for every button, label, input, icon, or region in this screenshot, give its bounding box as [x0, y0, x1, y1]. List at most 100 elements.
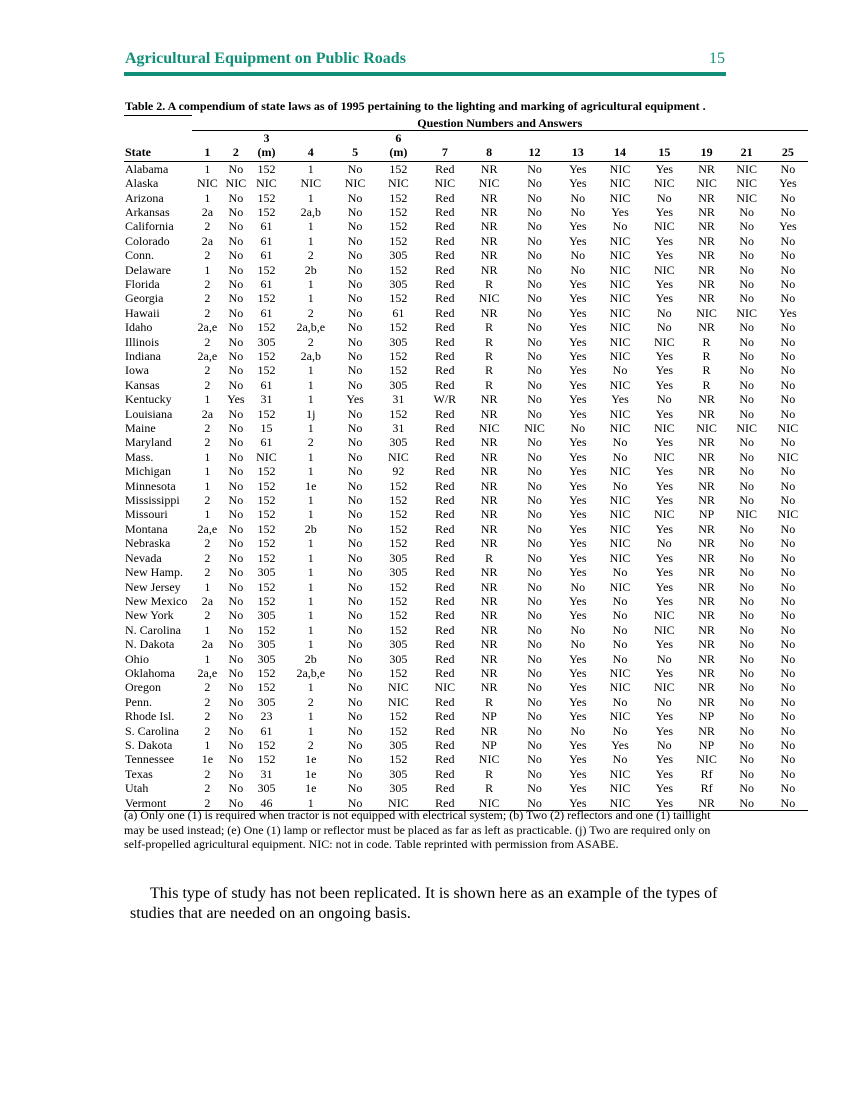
answer-cell: Red — [435, 262, 455, 277]
answer-cell: No — [527, 493, 542, 508]
answer-cell: No — [612, 723, 628, 738]
answer-cell: No — [527, 752, 542, 767]
answer-cell: No — [739, 349, 754, 363]
answer-cell: NIC — [777, 421, 799, 436]
answer-cell: No — [739, 377, 754, 392]
answer-cell: No — [527, 579, 542, 594]
answer-cell: No — [780, 478, 796, 493]
answer-cell: No — [780, 262, 796, 277]
answer-cell: No — [739, 320, 754, 335]
table-row: Utah 2 No 305 1e No 305 Red R No Yes NIC Yes Rf No No — [124, 781, 808, 795]
answer-cell: Red — [435, 305, 455, 320]
answer-cell: NR — [480, 536, 498, 551]
answer-cell: Yes — [569, 377, 587, 392]
answer-cell: No — [612, 219, 628, 234]
answer-cell: NIC — [609, 493, 631, 508]
answer-cell: 2 — [307, 248, 314, 263]
answer-cell: Yes — [655, 565, 674, 580]
answer-cell: No — [228, 363, 244, 378]
answer-cell: Red — [435, 320, 455, 335]
answer-cell: NIC — [609, 709, 631, 724]
answer-cell: No — [527, 723, 542, 738]
answer-cell: No — [780, 608, 796, 623]
state-name-cell: Delaware — [125, 262, 171, 277]
table-row: Illinois 2 No 305 2 No 305 Red R No Yes NIC NIC R No No — [124, 335, 808, 349]
answer-cell: No — [347, 363, 363, 378]
answer-cell: 1 — [204, 651, 211, 666]
answer-cell: No — [780, 737, 796, 752]
answer-cell: NIC — [478, 291, 500, 306]
answer-cell: Yes — [655, 665, 674, 680]
answer-cell: No — [780, 637, 796, 652]
answer-cell: NR — [480, 262, 498, 277]
answer-cell: No — [527, 363, 542, 378]
answer-cell: No — [228, 752, 244, 767]
answer-cell: NR — [698, 276, 715, 291]
table-row: Oklahoma 2a,e No 152 2a,b,e No 152 Red NR No Yes NI… — [124, 666, 808, 680]
answer-cell: No — [725, 795, 768, 811]
answer-cell: No — [228, 709, 244, 724]
table-row: N. Carolina 1 No 152 1 No 152 Red NR No No No NIC NR N… — [124, 623, 808, 637]
answer-cell: NIC — [696, 752, 717, 767]
answer-cell: 2a,b,e — [296, 665, 326, 680]
answer-cell: 152 — [389, 593, 408, 608]
answer-cell: 2a — [201, 204, 214, 219]
answer-cell: No — [347, 536, 363, 551]
answer-cell: NIC — [256, 176, 277, 191]
answer-cell: No — [780, 593, 796, 608]
answer-cell: Red — [435, 579, 455, 594]
answer-cell: No — [347, 435, 363, 450]
answer-cell: Yes — [569, 766, 587, 781]
answer-cell: No — [739, 262, 754, 277]
answer-cell: 305 — [257, 608, 276, 623]
answer-cell: NIC — [609, 550, 631, 565]
answer-cell: 2 — [204, 709, 211, 724]
answer-cell: 2 — [204, 694, 211, 709]
answer-cell: 1 — [204, 737, 211, 752]
answer-cell: Yes — [655, 204, 674, 219]
column-header-q7: 7 — [423, 130, 466, 162]
state-name-cell: Indiana — [125, 349, 161, 363]
answer-cell: Red — [435, 493, 455, 508]
table-row: Alaska NIC NIC NIC NIC NIC NIC NIC NIC No Yes NIC NI… — [124, 176, 808, 190]
answer-cell: Yes — [569, 680, 587, 695]
answer-cell: 2 — [204, 219, 211, 234]
state-name-cell: Kansas — [125, 377, 160, 392]
body-paragraph-text: This type of study has not been replicat… — [130, 885, 718, 922]
answer-cell: No — [780, 248, 796, 263]
state-name-cell: Ohio — [125, 651, 149, 666]
answer-cell: Yes — [611, 392, 629, 407]
answer-cell: No — [780, 694, 796, 709]
answer-cell: 2a — [201, 406, 214, 421]
table-row: Nevada 2 No 152 1 No 305 Red R No Yes NIC Yes NR No No — [124, 551, 808, 565]
answer-cell: 152 — [389, 363, 408, 378]
page-number: 15 — [709, 50, 725, 67]
answer-cell: No — [347, 723, 363, 738]
answer-cell: Red — [435, 665, 455, 680]
answer-cell: 152 — [257, 521, 276, 536]
answer-cell: No — [347, 737, 363, 752]
answer-cell: No — [228, 665, 244, 680]
answer-cell: Yes — [655, 248, 674, 263]
answer-cell: No — [228, 521, 244, 536]
table-row: Iowa 2 No 152 1 No 152 Red R No Yes No Yes R No No — [124, 363, 808, 377]
answer-cell: 152 — [257, 593, 276, 608]
table-row: Montana 2a,e No 152 2b No 152 Red NR No Yes NIC Yes N… — [124, 522, 808, 536]
answer-cell: 2 — [204, 291, 211, 306]
answer-cell: 152 — [257, 161, 276, 176]
table-row: Tennessee 1e No 152 1e No 152 Red NIC No Yes No Yes N… — [124, 752, 808, 766]
answer-cell: NIC — [609, 464, 631, 479]
answer-cell: No — [228, 204, 244, 219]
table-row: New Hamp. 2 No 305 1 No 305 Red NR No Yes No Yes NR No… — [124, 565, 808, 579]
answer-cell: Red — [435, 651, 455, 666]
answer-cell: 2a — [201, 593, 214, 608]
answer-cell: No — [739, 781, 754, 796]
answer-cell: NR — [480, 219, 498, 234]
answer-cell: 152 — [257, 204, 276, 219]
state-name-cell: Nevada — [125, 550, 162, 565]
answer-cell: Yes — [569, 507, 587, 522]
answer-cell: NR — [698, 694, 715, 709]
answer-cell: No — [780, 622, 796, 637]
column-header-q2: 2 — [223, 130, 249, 162]
answer-cell: No — [739, 622, 754, 637]
